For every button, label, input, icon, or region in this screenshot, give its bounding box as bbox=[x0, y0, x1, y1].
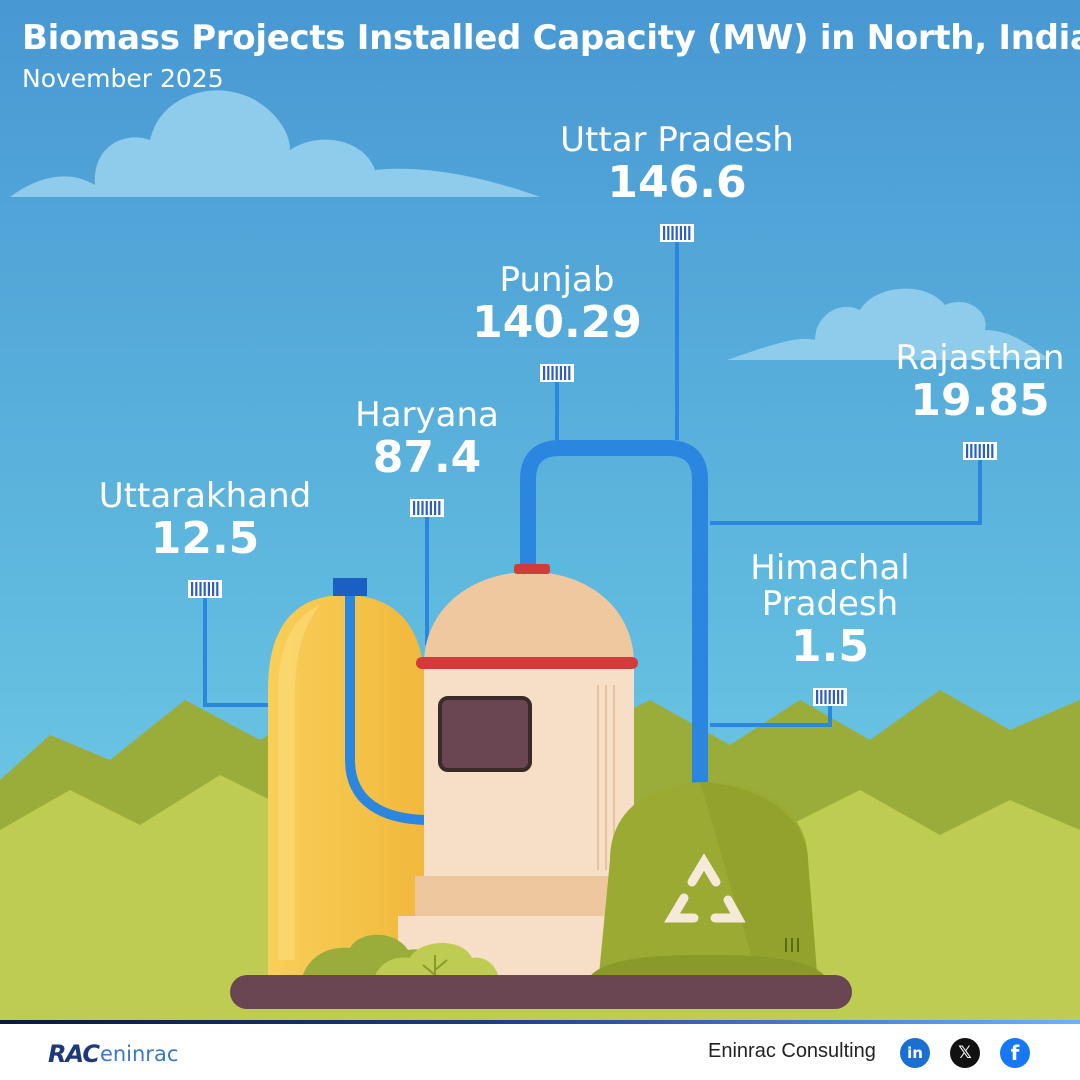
yellow-tank-highlight bbox=[278, 605, 320, 960]
digester-window bbox=[438, 696, 532, 772]
state-name: Haryana bbox=[355, 395, 499, 435]
linkedin-icon[interactable]: in bbox=[900, 1038, 930, 1068]
state-value: 87.4 bbox=[372, 432, 482, 483]
state-value: 1.5 bbox=[791, 621, 869, 672]
state-label-rajasthan: Rajasthan 19.85 bbox=[896, 340, 1065, 426]
value-marker-rajasthan bbox=[963, 442, 997, 460]
state-label-punjab: Punjab 140.29 bbox=[472, 262, 642, 348]
state-value: 12.5 bbox=[150, 513, 260, 564]
state-label-uttarakhand: Uttarakhand 12.5 bbox=[99, 478, 311, 564]
state-value: 140.29 bbox=[472, 297, 642, 348]
state-label-haryana: Haryana 87.4 bbox=[355, 397, 499, 483]
facebook-icon[interactable]: f bbox=[1000, 1038, 1030, 1068]
footer-gradient-bar bbox=[0, 1020, 1080, 1025]
value-marker-haryana bbox=[410, 499, 444, 517]
main-pipe bbox=[520, 440, 708, 800]
bin-marks bbox=[785, 938, 799, 952]
chart-subtitle: November 2025 bbox=[22, 64, 224, 93]
state-name: Uttar Pradesh bbox=[560, 120, 794, 160]
state-value: 146.6 bbox=[607, 157, 747, 208]
state-name: Himachal bbox=[750, 548, 910, 588]
state-name: Rajasthan bbox=[895, 338, 1065, 378]
value-marker-punjab bbox=[540, 364, 574, 382]
tank-cap bbox=[333, 578, 367, 596]
state-name: Uttarakhand bbox=[98, 476, 312, 516]
green-bin-shade bbox=[700, 782, 818, 985]
logo-rac: RAC bbox=[48, 1040, 100, 1068]
cloud-right bbox=[727, 288, 1050, 360]
ground-platform bbox=[230, 975, 852, 1009]
value-markers bbox=[188, 224, 997, 706]
value-marker-uttar-pradesh bbox=[660, 224, 694, 242]
state-label-uttar-pradesh: Uttar Pradesh 146.6 bbox=[560, 122, 794, 208]
state-name: Punjab bbox=[499, 260, 615, 300]
tank-pipe bbox=[345, 596, 431, 825]
recycle-icon bbox=[664, 853, 746, 923]
value-marker-himachal-pradesh bbox=[813, 688, 847, 706]
green-bin bbox=[598, 782, 818, 985]
digester-base-step bbox=[415, 876, 615, 918]
digester-band bbox=[416, 657, 638, 669]
yellow-tank bbox=[268, 595, 425, 980]
state-value: 19.85 bbox=[910, 375, 1050, 426]
x-icon[interactable]: 𝕏 bbox=[950, 1038, 980, 1068]
brand-name: Eninrac Consulting bbox=[708, 1040, 876, 1062]
chart-title: Biomass Projects Installed Capacity (MW)… bbox=[22, 18, 1080, 58]
logo-word: eninrac bbox=[99, 1042, 179, 1066]
digester-dome-cap bbox=[514, 564, 550, 574]
value-marker-uttarakhand bbox=[188, 580, 222, 598]
digester-dome bbox=[424, 572, 634, 664]
state-name: Pradesh bbox=[761, 584, 899, 624]
state-label-himachal-pradesh: Himachal Pradesh 1.5 bbox=[750, 550, 910, 672]
cloud-left bbox=[10, 90, 540, 197]
eninrac-logo[interactable]: RAC eninrac bbox=[48, 1037, 178, 1071]
